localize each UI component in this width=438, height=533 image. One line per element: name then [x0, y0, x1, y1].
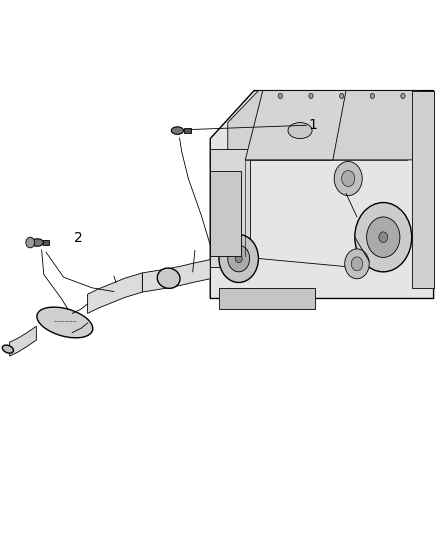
- Circle shape: [345, 249, 369, 279]
- Bar: [43, 240, 49, 245]
- Bar: [184, 128, 191, 133]
- Circle shape: [351, 257, 363, 271]
- Ellipse shape: [288, 123, 312, 139]
- Polygon shape: [88, 273, 142, 313]
- Circle shape: [235, 254, 242, 263]
- Polygon shape: [210, 171, 241, 256]
- Polygon shape: [10, 326, 36, 356]
- Ellipse shape: [171, 127, 184, 134]
- Circle shape: [342, 171, 355, 187]
- Ellipse shape: [157, 268, 180, 288]
- Polygon shape: [245, 91, 346, 160]
- Circle shape: [219, 235, 258, 282]
- Circle shape: [367, 217, 400, 257]
- Circle shape: [278, 93, 283, 99]
- Text: 2: 2: [74, 231, 83, 245]
- Circle shape: [309, 93, 313, 99]
- Circle shape: [339, 93, 344, 99]
- Polygon shape: [219, 288, 315, 309]
- Circle shape: [355, 203, 412, 272]
- Polygon shape: [412, 91, 434, 288]
- Circle shape: [401, 93, 405, 99]
- Circle shape: [379, 232, 388, 243]
- Ellipse shape: [2, 345, 14, 353]
- Circle shape: [26, 237, 35, 248]
- Ellipse shape: [37, 307, 93, 338]
- Circle shape: [228, 245, 250, 272]
- Bar: [210, 149, 250, 266]
- Polygon shape: [210, 91, 434, 298]
- Text: 1: 1: [309, 118, 318, 132]
- Ellipse shape: [31, 239, 43, 246]
- Circle shape: [370, 93, 374, 99]
- Polygon shape: [142, 260, 210, 292]
- Circle shape: [334, 161, 362, 196]
- Polygon shape: [228, 91, 420, 160]
